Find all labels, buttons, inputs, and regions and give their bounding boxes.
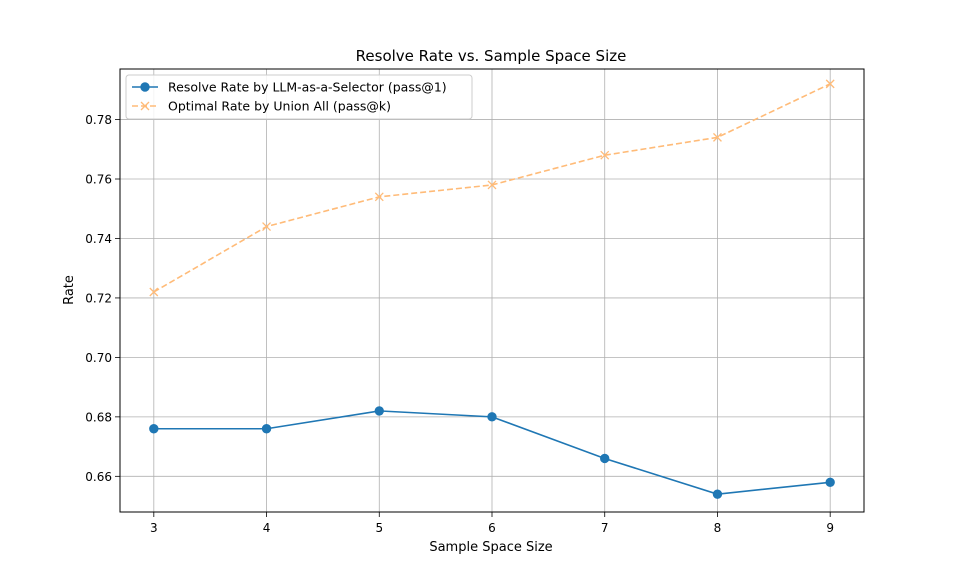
legend-label: Optimal Rate by Union All (pass@k) <box>168 99 391 114</box>
x-marker-stroke <box>374 192 384 202</box>
data-point <box>825 477 835 487</box>
x-marker-stroke <box>600 150 610 160</box>
data-point <box>825 79 835 89</box>
x-marker-stroke <box>262 222 272 232</box>
data-point <box>149 287 159 297</box>
x-tick-label: 4 <box>263 521 271 535</box>
chart-title: Resolve Rate vs. Sample Space Size <box>356 47 627 65</box>
y-tick-label: 0.74 <box>85 232 112 246</box>
legend-label: Resolve Rate by LLM-as-a-Selector (pass@… <box>168 80 447 95</box>
x-tick-label: 3 <box>150 521 158 535</box>
data-point <box>487 412 497 422</box>
data-point <box>374 406 384 416</box>
data-point <box>487 180 497 190</box>
x-marker-stroke <box>712 132 722 142</box>
x-tick-label: 5 <box>375 521 383 535</box>
y-tick-label: 0.66 <box>85 470 112 484</box>
legend: Resolve Rate by LLM-as-a-Selector (pass@… <box>125 74 473 120</box>
x-axis: 3 4 5 6 7 8 9 <box>150 512 834 535</box>
y-tick-label: 0.68 <box>85 410 112 424</box>
x-marker-stroke <box>487 180 497 190</box>
data-point <box>374 192 384 202</box>
x-tick-label: 8 <box>714 521 722 535</box>
x-marker-stroke <box>140 101 150 111</box>
legend-box <box>125 74 473 120</box>
data-point <box>712 489 723 499</box>
x-marker-stroke <box>825 79 835 89</box>
series-1 <box>149 406 835 499</box>
series-layer <box>149 79 835 499</box>
y-tick-label: 0.70 <box>85 351 112 365</box>
data-point <box>149 424 159 434</box>
data-point <box>262 222 272 232</box>
x-tick-label: 7 <box>601 521 609 535</box>
x-marker-stroke <box>149 287 159 297</box>
x-tick-label: 6 <box>488 521 496 535</box>
y-tick-label: 0.72 <box>85 291 112 305</box>
data-point <box>261 424 272 434</box>
grid-lines <box>120 69 864 512</box>
y-axis-label: Rate <box>62 275 77 305</box>
y-tick-label: 0.78 <box>85 113 112 127</box>
x-tick-label: 9 <box>826 521 834 535</box>
data-point <box>600 453 610 464</box>
x-axis-label: Sample Space Size <box>429 540 552 555</box>
legend-marker <box>140 82 150 92</box>
series-2 <box>149 79 835 297</box>
legend-marker <box>140 101 150 111</box>
y-tick-label: 0.76 <box>85 173 112 187</box>
data-point <box>600 150 610 160</box>
y-axis: 0.66 0.68 0.70 0.72 0.74 0.76 0.78 <box>85 113 120 484</box>
data-point <box>712 132 722 142</box>
